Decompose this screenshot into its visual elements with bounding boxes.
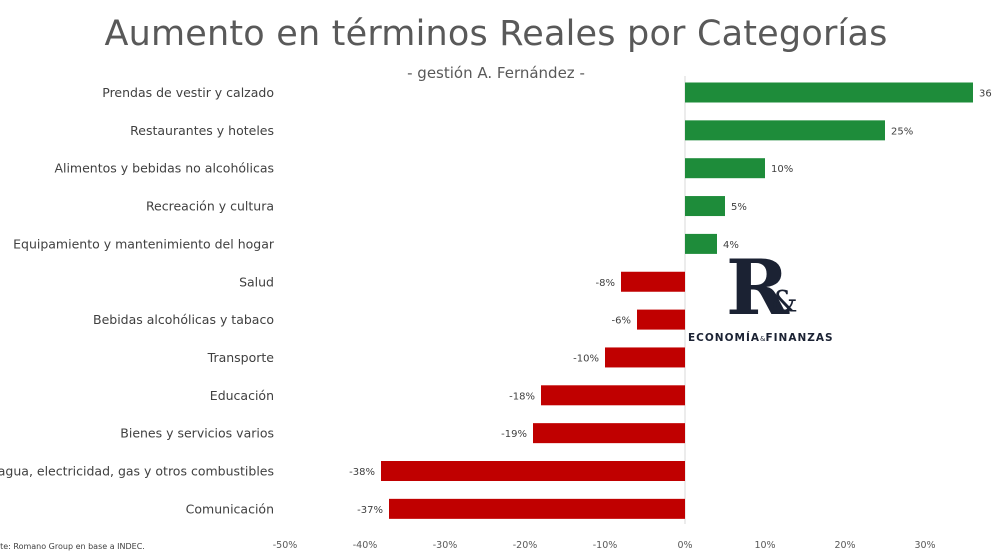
bar (621, 271, 685, 292)
bar (533, 423, 685, 444)
bar (685, 120, 885, 141)
bar (685, 82, 973, 103)
category-label: Bebidas alcohólicas y tabaco (93, 312, 274, 327)
category-label: Bienes y servicios varios (120, 426, 274, 441)
bar (541, 385, 685, 406)
bar (389, 498, 685, 519)
logo-wordmark: ECONOMÍA&FINANZAS (688, 332, 834, 344)
chart-title: Aumento en términos Reales por Categoría… (104, 14, 888, 54)
data-label: -38% (349, 467, 375, 478)
category-label: Educación (210, 388, 274, 403)
source-note: nte: Romano Group en base a INDEC. (0, 542, 145, 551)
data-label: 5% (731, 202, 747, 213)
x-tick-label: 0% (677, 540, 692, 551)
data-label: -6% (612, 316, 631, 327)
x-tick-label: 30% (914, 540, 935, 551)
x-tick-label: -10% (593, 540, 618, 551)
data-label: -19% (501, 429, 527, 440)
bar (685, 158, 765, 179)
data-label: -10% (573, 353, 599, 364)
data-label: 4% (723, 240, 739, 251)
category-label: Recreación y cultura (146, 199, 274, 214)
category-label: Salud (239, 274, 274, 289)
bar (637, 309, 685, 330)
data-label: 25% (891, 126, 913, 137)
category-label: Transporte (207, 350, 275, 365)
chart-subtitle: - gestión A. Fernández - (407, 64, 585, 82)
data-label: -18% (509, 391, 535, 402)
bar (605, 347, 685, 368)
x-tick-label: -40% (353, 540, 378, 551)
logo-mark: R (726, 243, 790, 332)
data-label: -8% (596, 278, 615, 289)
data-label: 36 (979, 89, 992, 100)
x-tick-label: 20% (834, 540, 855, 551)
data-label: -37% (357, 505, 383, 516)
logo-word-amp: & (760, 335, 766, 343)
category-label: Comunicación (186, 501, 274, 516)
category-label: Alimentos y bebidas no alcohólicas (54, 161, 274, 176)
x-tick-label: -30% (433, 540, 458, 551)
bars-group (381, 76, 973, 524)
data-label: 10% (771, 164, 793, 175)
bar (685, 233, 717, 254)
category-label: Equipamiento y mantenimiento del hogar (13, 236, 275, 251)
category-labels-group: Prendas de vestir y calzado 36 Restaurante… (0, 85, 992, 516)
x-tick-label: 10% (754, 540, 775, 551)
logo-ampersand: & (771, 285, 798, 320)
bar (381, 461, 685, 481)
logo-word-left: ECONOMÍA (688, 332, 760, 344)
x-axis-ticks-group: -50% -40% -30% -20% -10% 0% 10% 20% 30% (273, 540, 936, 551)
bar (685, 196, 725, 217)
logo-word-right: FINANZAS (765, 332, 834, 344)
x-tick-label: -50% (273, 540, 298, 551)
brand-logo: R & ECONOMÍA&FINANZAS (686, 243, 833, 348)
category-label: Restaurantes y hoteles (130, 123, 274, 138)
x-tick-label: -20% (513, 540, 538, 551)
category-label: enda, agua, electricidad, gas y otros co… (0, 464, 274, 479)
category-label: Prendas de vestir y calzado (102, 85, 274, 100)
